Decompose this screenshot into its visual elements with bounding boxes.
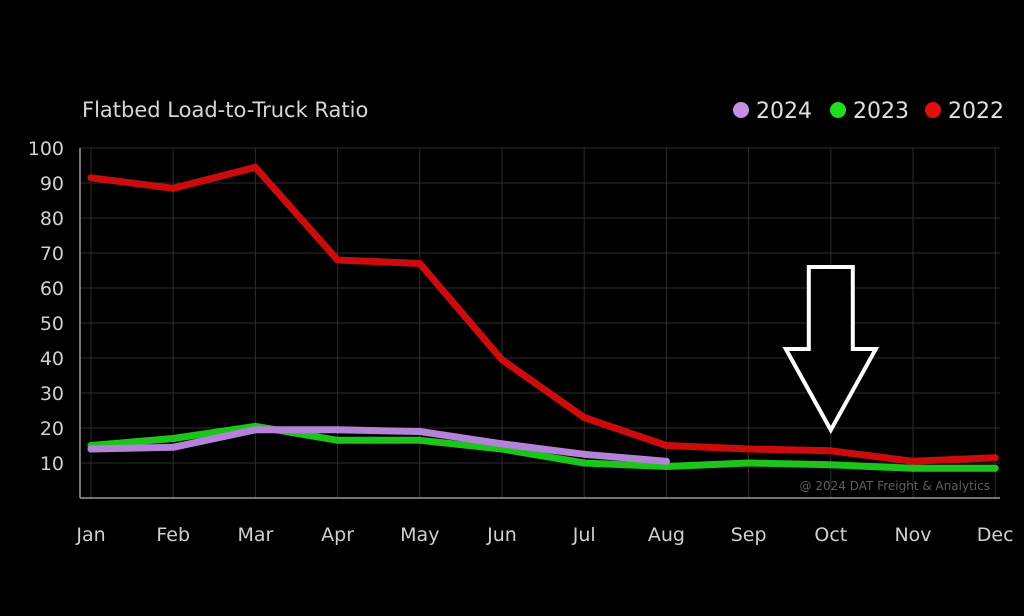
x-axis-ticks: Jan Feb Mar Apr May Jun Jul Aug Sep Oct Nov Dec (75, 524, 1013, 546)
data-point-2024-May (416, 428, 424, 435)
x-tick-label: Jun (486, 524, 517, 546)
data-point-2023-Oct (827, 461, 835, 469)
y-tick-label: 20 (40, 418, 64, 440)
data-point-2023-Dec (991, 464, 999, 472)
legend-marker-2023 (830, 102, 846, 118)
y-tick-label: 90 (40, 173, 64, 195)
data-point-2023-Feb (169, 435, 177, 442)
data-point-2023-May (416, 436, 424, 444)
series-lines (87, 163, 999, 472)
legend-label-2022: 2022 (948, 99, 1004, 124)
data-point-2024-Jun (498, 440, 506, 448)
series-line-2023 (87, 422, 999, 472)
data-point-2024-Mar (251, 426, 259, 434)
down-arrow-icon (782, 265, 880, 435)
x-tick-label: Feb (156, 524, 190, 546)
data-point-2022-Jan (87, 174, 95, 182)
data-point-2023-Nov (909, 464, 917, 472)
x-tick-label: Dec (977, 524, 1014, 546)
data-point-2023-Jul (580, 459, 588, 467)
legend-label-2024: 2024 (756, 99, 812, 124)
data-point-2024-Jan (87, 445, 95, 453)
y-tick-label: 50 (40, 313, 64, 335)
data-point-2022-Oct (827, 447, 835, 455)
data-point-2022-Jul (580, 414, 588, 421)
series-line-2022 (87, 163, 999, 465)
y-tick-label: 70 (40, 243, 64, 265)
axes (79, 148, 1000, 499)
x-tick-label: Sep (731, 524, 767, 546)
y-tick-label: 80 (40, 208, 64, 230)
data-point-2022-Apr (334, 256, 342, 264)
y-tick-label: 60 (40, 278, 64, 300)
legend-marker-2024 (733, 102, 749, 118)
data-point-2022-Aug (662, 442, 670, 449)
legend-label-2023: 2023 (853, 99, 909, 124)
data-point-2022-Sep (745, 445, 753, 453)
x-tick-label: Nov (894, 524, 931, 546)
y-tick-label: 30 (40, 383, 64, 405)
legend-marker-2022 (925, 102, 941, 118)
data-point-2022-Nov (909, 457, 917, 465)
x-tick-label: Apr (321, 524, 354, 546)
data-point-2022-Jun (498, 356, 506, 364)
y-axis-ticks: 100 90 80 70 60 50 40 30 20 10 (28, 138, 64, 475)
data-point-2024-Aug (662, 457, 670, 465)
watermark: @ 2024 DAT Freight & Analytics (800, 479, 990, 493)
x-tick-label: Oct (814, 524, 847, 546)
y-tick-label: 40 (40, 348, 64, 370)
data-point-2024-Feb (169, 443, 177, 451)
x-tick-label: Aug (648, 524, 685, 546)
x-tick-label: Jul (572, 524, 596, 546)
data-point-2024-Apr (334, 426, 342, 434)
data-point-2022-Dec (991, 454, 999, 462)
data-point-2022-Mar (251, 163, 259, 171)
data-point-2023-Aug (662, 463, 670, 470)
x-tick-label: Mar (237, 524, 273, 546)
legend: 2024 2023 2022 (733, 99, 1004, 124)
x-tick-label: Jan (75, 524, 105, 546)
x-tick-label: May (400, 524, 439, 546)
y-tick-label: 10 (40, 453, 64, 475)
data-point-2023-Apr (334, 436, 342, 444)
y-tick-label: 100 (28, 138, 64, 160)
annotation (782, 265, 880, 435)
data-point-2024-Jul (580, 450, 588, 458)
data-point-2022-Feb (169, 184, 177, 192)
data-point-2023-Sep (745, 459, 753, 467)
data-point-2022-May (416, 260, 424, 267)
series-line-2024 (87, 426, 670, 465)
chart-title: Flatbed Load-to-Truck Ratio (82, 98, 368, 122)
